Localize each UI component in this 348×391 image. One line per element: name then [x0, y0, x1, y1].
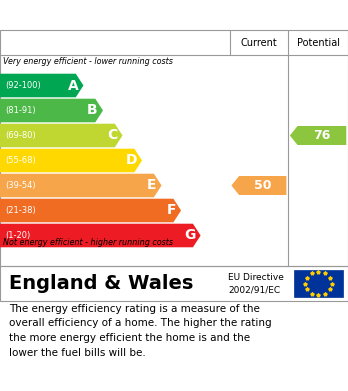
- Polygon shape: [0, 149, 142, 172]
- Polygon shape: [0, 99, 103, 122]
- Text: Current: Current: [240, 38, 277, 47]
- Text: Not energy efficient - higher running costs: Not energy efficient - higher running co…: [3, 238, 174, 247]
- Text: (92-100): (92-100): [5, 81, 41, 90]
- Text: D: D: [125, 154, 137, 167]
- Text: Very energy efficient - lower running costs: Very energy efficient - lower running co…: [3, 57, 173, 66]
- Text: G: G: [184, 228, 195, 242]
- Text: (39-54): (39-54): [5, 181, 36, 190]
- Text: (69-80): (69-80): [5, 131, 36, 140]
- Polygon shape: [0, 174, 161, 197]
- Polygon shape: [231, 176, 286, 195]
- Text: (21-38): (21-38): [5, 206, 36, 215]
- Polygon shape: [0, 224, 200, 247]
- Text: C: C: [107, 129, 117, 142]
- Text: E: E: [147, 179, 156, 192]
- Text: The energy efficiency rating is a measure of the
overall efficiency of a home. T: The energy efficiency rating is a measur…: [9, 304, 271, 358]
- Text: (81-91): (81-91): [5, 106, 36, 115]
- Text: B: B: [87, 104, 98, 118]
- Text: England & Wales: England & Wales: [9, 274, 193, 293]
- Polygon shape: [0, 199, 181, 222]
- Text: (55-68): (55-68): [5, 156, 36, 165]
- Text: Energy Efficiency Rating: Energy Efficiency Rating: [9, 7, 211, 23]
- Text: 76: 76: [313, 129, 331, 142]
- Text: EU Directive
2002/91/EC: EU Directive 2002/91/EC: [228, 273, 284, 294]
- Text: F: F: [166, 203, 176, 217]
- Text: Potential: Potential: [296, 38, 340, 47]
- Polygon shape: [0, 74, 84, 97]
- Text: (1-20): (1-20): [5, 231, 31, 240]
- FancyBboxPatch shape: [294, 270, 343, 297]
- Polygon shape: [290, 126, 346, 145]
- Polygon shape: [0, 124, 122, 147]
- Text: 50: 50: [254, 179, 271, 192]
- Text: A: A: [68, 79, 78, 93]
